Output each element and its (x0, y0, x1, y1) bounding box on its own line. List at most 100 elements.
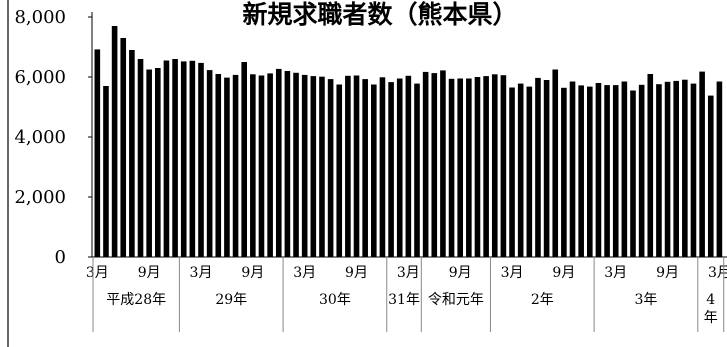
bar (396, 78, 403, 257)
year-group-label: 令和元年 (428, 292, 484, 308)
bar (457, 78, 463, 257)
bar (111, 26, 118, 257)
bar (146, 69, 152, 257)
bar (647, 74, 654, 257)
year-group-label: 29年 (215, 292, 247, 308)
month-tick-label: 3月 (86, 265, 109, 281)
bar (172, 59, 178, 257)
bar (345, 75, 351, 257)
bar (215, 74, 222, 257)
bars (94, 26, 723, 258)
bar (535, 77, 541, 258)
bar (440, 70, 446, 258)
bar (379, 77, 386, 257)
bar (284, 71, 291, 257)
bar (353, 75, 360, 257)
y-tick-label: 2,000 (14, 187, 66, 208)
bar (319, 76, 325, 257)
bar (526, 86, 533, 257)
bar (388, 82, 394, 257)
bar (682, 79, 688, 257)
bar (293, 72, 299, 257)
month-tick-label: 9月 (552, 265, 575, 281)
bar (587, 86, 593, 257)
bar (656, 84, 662, 257)
bar (509, 87, 515, 257)
month-tick-label: 3月 (293, 265, 316, 281)
year-group-label: 平成28年 (106, 292, 166, 308)
bar (474, 77, 481, 257)
bar (578, 85, 584, 258)
bar (267, 73, 273, 258)
bar (612, 85, 619, 257)
bar (716, 81, 723, 257)
y-tick-label: 6,000 (14, 67, 66, 88)
bar (569, 81, 576, 257)
month-tick-label: 9月 (449, 265, 472, 281)
month-tick-label: 9月 (345, 265, 368, 281)
year-group-label: 31年 (388, 292, 420, 308)
bar (664, 81, 671, 257)
bar (483, 76, 489, 257)
bar (94, 49, 101, 258)
month-tick-label: 3月 (501, 265, 524, 281)
bar (224, 77, 230, 257)
month-tick-label: 9月 (138, 265, 161, 281)
bar (155, 68, 161, 257)
bar (466, 78, 472, 257)
bar (707, 95, 714, 257)
month-tick-label: 9月 (241, 265, 264, 281)
year-group-label: 30年 (319, 292, 351, 308)
bar (561, 87, 567, 257)
bar (198, 62, 204, 258)
bar (336, 84, 343, 257)
bar (258, 75, 265, 257)
x-axis-month-labels: 3月 9月 3月 9月 3月 9月 3月 9月 3月 9月 3月 9月 3月 (86, 265, 727, 281)
y-axis-tick-labels: 0 2,000 4,000 6,000 8,000 (14, 7, 92, 268)
y-tick-label: 8,000 (14, 7, 66, 28)
month-tick-label: 3月 (190, 265, 213, 281)
month-tick-label: 3月 (397, 265, 420, 281)
bar (604, 85, 610, 257)
bar (163, 60, 170, 257)
bar (310, 76, 317, 257)
year-group-label: 2年 (531, 292, 554, 308)
bar (448, 78, 455, 257)
month-tick-label: 3月 (708, 265, 727, 281)
bar (137, 59, 144, 257)
y-tick-label: 0 (55, 247, 66, 268)
bar (103, 86, 109, 257)
bar (491, 74, 498, 257)
bar (638, 84, 645, 257)
bar (595, 83, 602, 257)
bar (699, 71, 705, 257)
bar (630, 90, 636, 257)
bar (301, 74, 308, 258)
y-tick-label: 4,000 (14, 127, 66, 148)
bar (250, 74, 256, 257)
bar (232, 74, 239, 258)
bar (371, 84, 377, 257)
bar (327, 79, 334, 257)
bar (673, 80, 679, 258)
bar (500, 75, 507, 257)
bar (206, 70, 213, 257)
bar (405, 75, 412, 257)
bar (517, 83, 524, 257)
bar (621, 81, 628, 257)
month-tick-label: 3月 (604, 265, 627, 281)
bar (552, 69, 559, 257)
x-axis-year-groups: 平成28年 29年 30年 31年 令和元年 2年 3年 4 年 (92, 257, 725, 332)
month-tick-label: 9月 (656, 265, 679, 281)
bar (414, 83, 420, 257)
bar (543, 80, 550, 257)
bar (431, 73, 438, 257)
bar (690, 83, 697, 257)
chart-title: 新規求職者数（熊本県） (242, 0, 517, 29)
bar (129, 50, 135, 257)
bar (189, 60, 196, 257)
bar (422, 71, 429, 258)
bar (120, 38, 127, 257)
